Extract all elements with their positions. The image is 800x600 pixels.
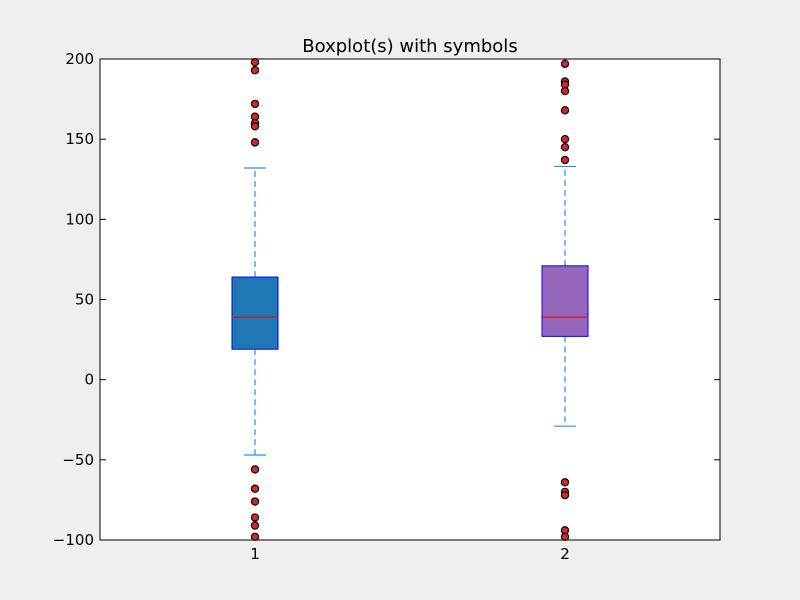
box bbox=[231, 276, 279, 350]
flier-point bbox=[560, 490, 570, 500]
flier-point bbox=[560, 142, 570, 152]
flier-point bbox=[560, 478, 570, 487]
y-tick-label: 50 bbox=[75, 291, 94, 309]
y-tick-label: 100 bbox=[65, 210, 94, 228]
y-axis: −100 −50 0 50 100 150 200 bbox=[53, 50, 720, 549]
boxplots bbox=[231, 58, 589, 541]
flier-point bbox=[560, 155, 570, 165]
boxplot-1 bbox=[231, 58, 279, 541]
flier-point bbox=[560, 532, 570, 541]
flier-point bbox=[250, 138, 260, 147]
box bbox=[541, 265, 589, 337]
flier-point bbox=[250, 58, 260, 67]
flier-point bbox=[250, 99, 260, 109]
flier-point bbox=[250, 532, 260, 541]
flier-point bbox=[250, 465, 260, 474]
flier-point bbox=[250, 497, 260, 506]
flier-point bbox=[250, 521, 260, 530]
flier-point bbox=[250, 484, 260, 493]
boxplot-2 bbox=[541, 59, 589, 541]
flier-point bbox=[250, 513, 260, 522]
chart-title: Boxplot(s) with symbols bbox=[302, 36, 518, 57]
x-tick-label: 2 bbox=[560, 545, 570, 563]
y-tick-label: 200 bbox=[65, 50, 94, 68]
y-tick-label: 150 bbox=[65, 130, 94, 148]
y-tick-label: 0 bbox=[84, 371, 94, 389]
plot-area bbox=[99, 58, 721, 541]
y-tick-label: −50 bbox=[62, 451, 94, 469]
flier-point bbox=[250, 122, 260, 131]
x-tick-label: 1 bbox=[250, 545, 260, 563]
flier-point bbox=[560, 106, 570, 115]
flier-point bbox=[560, 134, 570, 144]
flier-point bbox=[560, 86, 570, 96]
y-tick-label: −100 bbox=[53, 531, 94, 549]
flier-point bbox=[560, 59, 570, 69]
flier-point bbox=[250, 66, 260, 75]
